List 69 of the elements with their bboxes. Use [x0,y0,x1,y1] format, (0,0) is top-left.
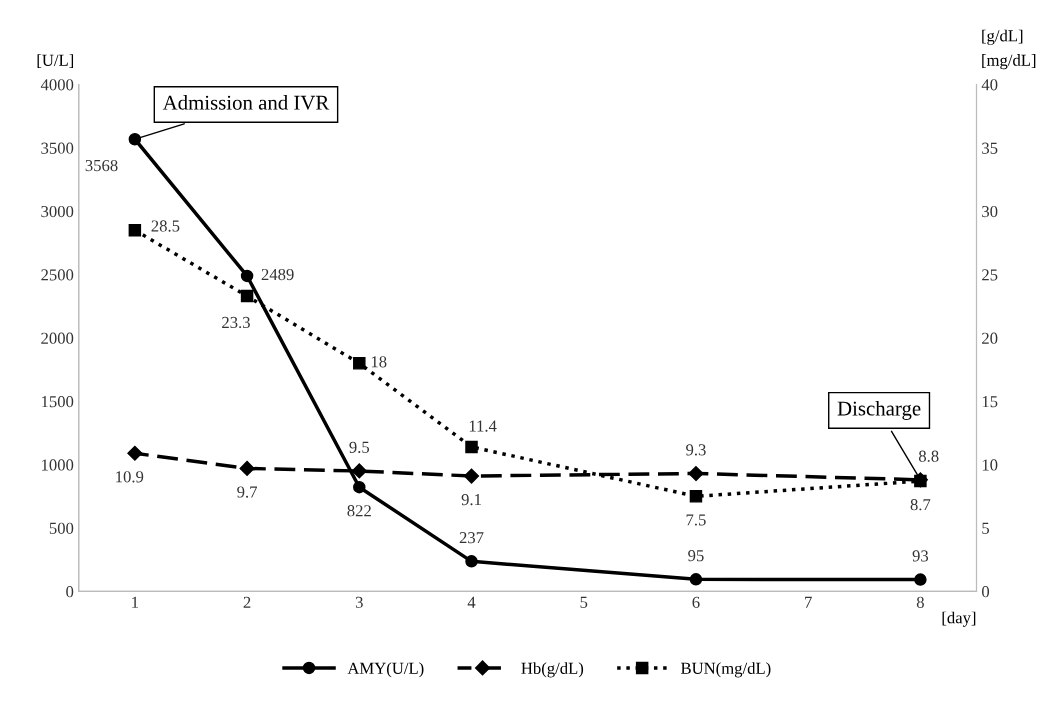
annotation: Admission and IVR [162,95,330,110]
annotation: Discharge [837,400,921,420]
data-label: 28.5 [151,220,180,232]
point [465,440,478,454]
y-tick-label: 0 [66,586,74,598]
point [240,269,254,283]
x-tick-label: 6 [692,596,700,608]
data-label: 9.3 [686,444,706,456]
point [914,573,927,586]
point [914,474,927,488]
data-label: 18 [371,356,387,368]
y2-tick-label: 30 [982,205,998,218]
x-tick-label: 8 [916,596,924,608]
data-label: 23.3 [222,316,250,329]
data-label: 237 [459,532,484,544]
point [128,223,142,237]
y2-tick-label: 15 [982,396,998,408]
point [463,468,480,484]
x-tick-label: 2 [243,596,251,608]
point [688,465,704,482]
y-tick-label: 4000 [40,79,74,91]
y-tick-label: 1000 [42,459,74,471]
point [127,445,143,461]
x-tick-label: 1 [132,596,139,608]
data-label: 3568 [85,159,118,172]
point [239,460,255,477]
legend-label: Hb(g/dL) [521,662,584,678]
y-tick-label: 2000 [41,332,74,344]
y-tick-label: 3500 [41,142,74,154]
data-label: 8.8 [918,450,939,462]
point [240,289,254,303]
y-tick-label: 1500 [42,395,74,408]
data-label: 11.4 [469,420,497,432]
y2-tick-label: 5 [982,522,990,534]
x-tick-label: 4 [467,596,476,608]
y2-axis-title: [g/dL] [mg/dL] [982,29,1036,70]
x-tick-label: 7 [805,596,812,608]
data-label: 822 [347,505,371,517]
data-label: 9.7 [237,486,258,498]
point [353,480,366,494]
data-label: 9.5 [349,441,370,453]
y2-tick-label: 0 [982,586,990,598]
point [689,573,703,586]
x-tick-label: 5 [580,596,588,608]
y-tick-label: 500 [49,522,74,534]
point [351,463,367,479]
data-label: 8.7 [910,499,931,511]
y2-tick-label: 35 [982,142,998,154]
data-label: 7.5 [686,514,706,526]
y-axis-title: [U/L] [37,54,74,68]
data-label: 10.9 [116,471,144,483]
point [128,132,142,146]
point [465,555,478,568]
y-tick-label: 3000 [41,205,74,218]
legend-label: BUN(mg/dL) [680,662,771,678]
data-label: 9.1 [461,494,481,506]
y2-tick-label: 40 [981,79,998,91]
y2-tick-label: 20 [982,332,998,344]
y2-tick-label: 10 [982,459,998,471]
y-tick-label: 2500 [41,269,74,281]
data-label: 95 [688,550,704,562]
x-tick-label: 3 [355,596,363,608]
point [353,357,366,370]
legend-label: AMY(U/L) [347,662,424,678]
data-label: 93 [912,550,929,562]
y2-tick-label: 25 [982,269,998,281]
point [689,490,703,503]
data-label: 2489 [261,268,294,281]
x-axis-title: [day] [942,611,976,627]
